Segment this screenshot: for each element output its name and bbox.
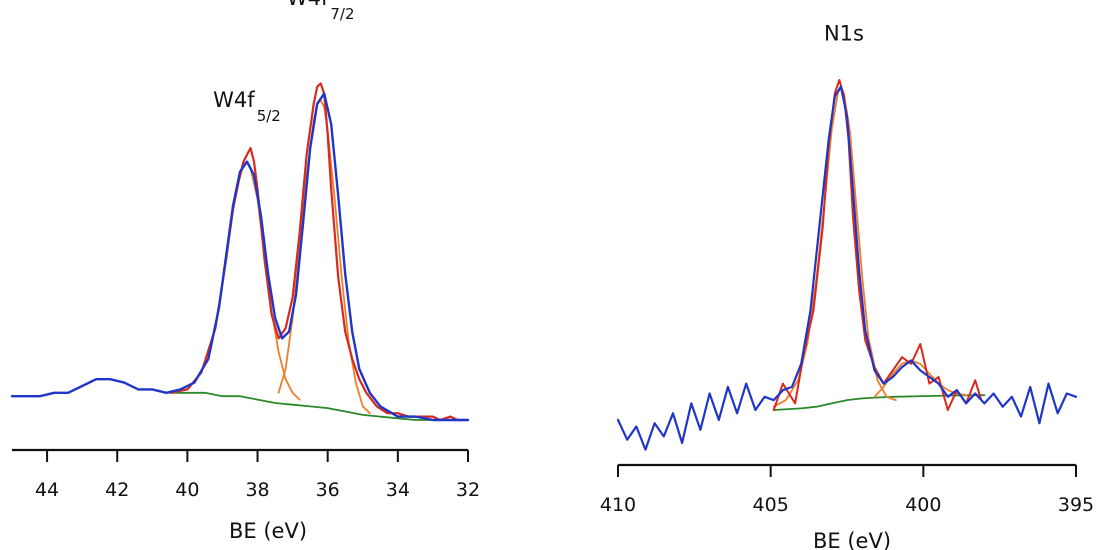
x-tick-label: 34 xyxy=(386,479,410,501)
x-tick-label: 405 xyxy=(753,494,789,516)
peak-label: W4f5/2 xyxy=(213,88,281,125)
peak-label: N1s xyxy=(824,21,864,45)
series-line-4 xyxy=(168,391,469,421)
x-axis-title: BE (eV) xyxy=(813,529,891,550)
peak-label-subscript: 7/2 xyxy=(330,5,354,23)
x-tick-label: 395 xyxy=(1058,494,1094,516)
peak-label-subscript: 5/2 xyxy=(257,107,281,125)
x-tick-label: 400 xyxy=(905,494,941,516)
x-tick-label: 44 xyxy=(35,479,59,501)
series-line-0 xyxy=(772,79,983,411)
x-tick-label: 42 xyxy=(105,479,129,501)
series-line-3 xyxy=(277,99,371,415)
peak-label-text: N1s xyxy=(824,21,864,45)
x-tick-label: 40 xyxy=(175,479,199,501)
x-tick-label: 410 xyxy=(600,494,636,516)
series-line-1 xyxy=(10,92,470,422)
x-tick-label: 32 xyxy=(456,479,480,501)
series-line-4 xyxy=(772,394,986,411)
peak-label-text: W4f xyxy=(213,88,255,112)
peak-label: W4f7/2 xyxy=(287,0,355,23)
series-line-1 xyxy=(616,85,1078,451)
series-line-0 xyxy=(168,82,470,422)
peak-label-text: W4f xyxy=(287,0,329,10)
x-tick-label: 38 xyxy=(245,479,269,501)
x-tick-label: 36 xyxy=(316,479,340,501)
x-axis-title: BE (eV) xyxy=(229,519,307,543)
panel-n1s: 410 405 400 395 BE (eV) N1s xyxy=(600,21,1094,550)
series-line-2 xyxy=(772,85,897,408)
